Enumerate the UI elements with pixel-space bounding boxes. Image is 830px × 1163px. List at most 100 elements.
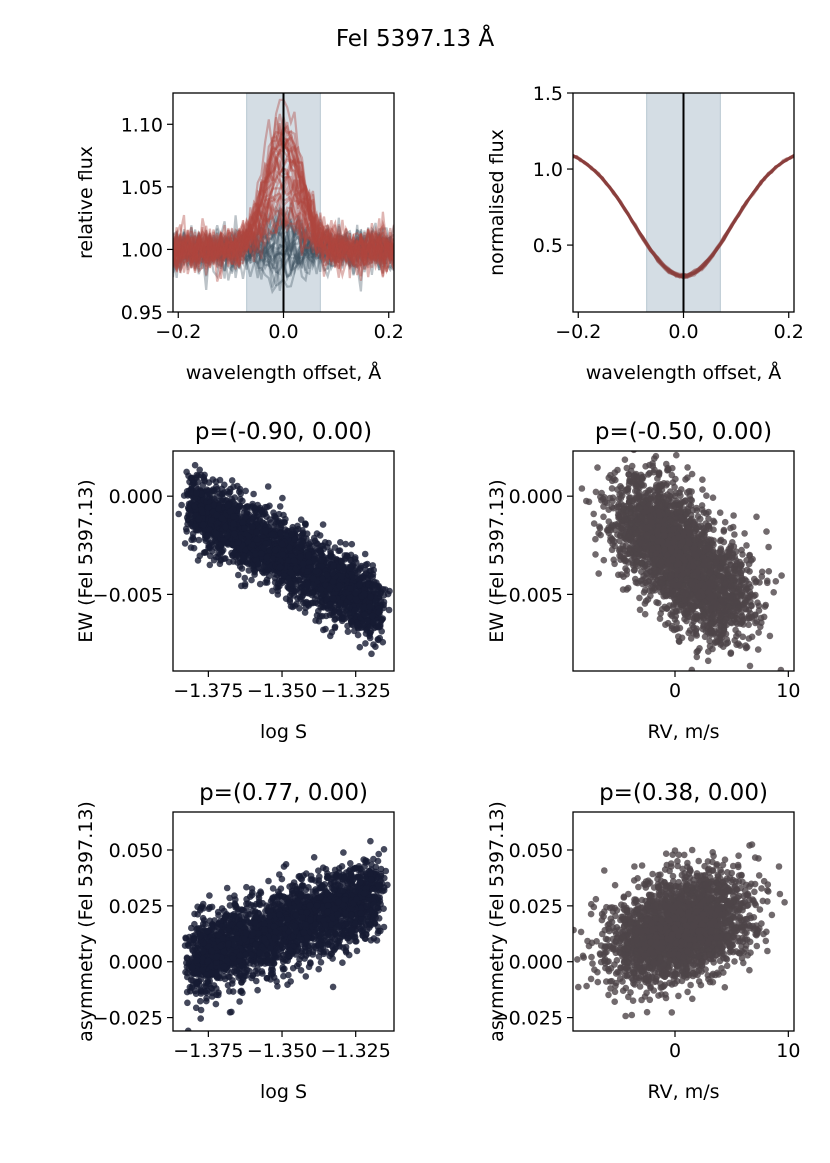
scatter-point: [642, 463, 649, 470]
scatter-point: [729, 523, 737, 531]
scatter-point: [262, 579, 269, 586]
scatter-point: [329, 578, 337, 585]
scatter-point: [212, 530, 220, 538]
scatter-point: [778, 572, 785, 579]
scatter-point: [699, 486, 706, 493]
scatter-point: [218, 514, 226, 522]
scatter-point: [706, 637, 713, 645]
y-tick-label: 0.5: [533, 235, 563, 257]
scatter-point: [241, 525, 248, 532]
scatter-point: [746, 568, 753, 575]
scatter-point: [736, 583, 743, 590]
scatter-point: [242, 504, 250, 511]
scatter-point: [342, 540, 350, 548]
scatter-point: [373, 585, 381, 593]
scatter-point: [625, 471, 633, 478]
scatter-point: [743, 643, 751, 651]
scatter-point: [339, 567, 347, 575]
scatter-point: [746, 551, 753, 559]
scatter-point: [354, 621, 361, 629]
scatter-point: [362, 566, 369, 574]
scatter-point: [777, 666, 785, 671]
scatter-point: [312, 617, 319, 624]
scatter-point: [270, 509, 277, 516]
scatter-point: [278, 540, 286, 548]
scatter-point: [372, 643, 379, 650]
scatter-point: [245, 533, 253, 541]
scatter-point: [385, 606, 393, 614]
scatter-point: [235, 571, 242, 579]
scatter-point: [720, 526, 728, 534]
scatter-point: [752, 579, 759, 586]
scatter-point: [380, 592, 388, 599]
axes-frame: [172, 450, 395, 672]
scatter-point: [298, 541, 305, 549]
scatter-point: [301, 609, 309, 616]
scatter-point: [628, 462, 636, 470]
plot-area: [573, 93, 794, 312]
scatter-point: [346, 609, 353, 616]
plot-area: [173, 93, 394, 312]
scatter-point: [276, 503, 284, 510]
scatter-point: [641, 610, 649, 618]
scatter-point: [697, 617, 704, 624]
scatter-point: [332, 615, 339, 622]
scatter-point: [669, 580, 676, 588]
scatter-point: [195, 536, 203, 544]
scatter-point: [276, 563, 284, 571]
scatter-point: [758, 568, 766, 576]
scatter-point: [647, 444, 654, 451]
scatter-point: [264, 483, 272, 490]
scatter-point: [662, 499, 669, 507]
scatter-point: [352, 595, 360, 603]
scatter-point: [703, 672, 710, 679]
scatter-point: [329, 569, 337, 577]
scatter-point: [754, 599, 761, 606]
scatter-point: [304, 581, 312, 589]
scatter-point: [260, 544, 268, 552]
scatter-point: [742, 599, 749, 607]
scatter-point: [324, 554, 332, 562]
scatter-point: [298, 532, 305, 539]
scatter-point: [681, 615, 688, 623]
scatter-point: [208, 517, 215, 524]
scatter-point: [331, 544, 339, 551]
scatter-point: [745, 621, 752, 629]
scatter-point: [668, 502, 676, 510]
scatter-point: [197, 471, 205, 479]
scatter-point: [650, 468, 657, 476]
scatter-point: [674, 508, 681, 516]
scatter-point: [337, 539, 344, 546]
scatter-point: [280, 572, 288, 579]
scatter-point: [688, 666, 696, 671]
scatter-point: [200, 521, 207, 529]
y-tick-label: 0.000: [109, 486, 163, 508]
scatter-point: [657, 610, 664, 617]
scatter-point: [652, 567, 659, 575]
scatter-point: [765, 543, 772, 551]
scatter-point: [227, 508, 234, 515]
scatter-point: [648, 584, 655, 591]
scatter-point: [763, 528, 770, 535]
scatter-point: [676, 638, 683, 645]
scatter-point: [288, 531, 295, 538]
scatter-point: [366, 603, 373, 611]
scatter-point: [689, 602, 697, 609]
scatter-point: [272, 515, 280, 522]
scatter-point: [208, 548, 216, 555]
x-tick-label: −1.375: [173, 680, 243, 702]
scatter-point: [282, 515, 289, 523]
scatter-point: [312, 567, 320, 575]
scatter-point: [668, 471, 676, 479]
scatter-point: [213, 483, 220, 491]
scatter-point: [206, 561, 214, 569]
scatter-point: [592, 535, 599, 543]
scatter-point: [359, 573, 366, 580]
scatter-point: [369, 612, 376, 620]
scatter-point: [617, 556, 624, 563]
x-axis-label: log S: [260, 721, 307, 743]
scatter-point: [608, 485, 616, 492]
scatter-point: [755, 629, 762, 636]
y-tick-label: −0.005: [93, 584, 163, 606]
